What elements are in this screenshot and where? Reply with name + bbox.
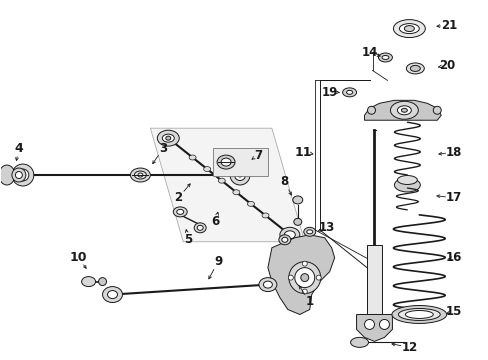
Ellipse shape [394, 178, 420, 192]
Ellipse shape [189, 155, 196, 160]
Ellipse shape [173, 207, 187, 217]
Ellipse shape [278, 235, 290, 245]
Text: 2: 2 [174, 192, 182, 204]
Ellipse shape [134, 171, 146, 179]
Ellipse shape [367, 106, 375, 114]
Ellipse shape [306, 230, 312, 234]
Ellipse shape [294, 268, 314, 288]
Ellipse shape [397, 176, 416, 184]
Ellipse shape [302, 289, 306, 294]
Ellipse shape [316, 275, 321, 280]
Ellipse shape [203, 167, 210, 172]
Ellipse shape [157, 130, 179, 146]
Text: 16: 16 [445, 251, 462, 264]
Ellipse shape [279, 227, 299, 242]
Text: 17: 17 [445, 192, 461, 204]
Ellipse shape [20, 172, 25, 177]
Ellipse shape [391, 306, 446, 323]
Ellipse shape [15, 171, 22, 179]
Ellipse shape [217, 155, 235, 169]
Ellipse shape [303, 227, 315, 236]
Ellipse shape [238, 173, 242, 177]
Text: 4: 4 [15, 141, 23, 155]
Ellipse shape [81, 276, 95, 287]
Ellipse shape [381, 55, 388, 59]
Ellipse shape [406, 63, 424, 74]
Ellipse shape [234, 170, 245, 180]
Ellipse shape [300, 274, 308, 282]
Text: 5: 5 [183, 233, 192, 246]
Ellipse shape [102, 287, 122, 302]
Ellipse shape [393, 20, 425, 37]
Ellipse shape [247, 201, 254, 206]
Ellipse shape [162, 134, 174, 142]
Ellipse shape [398, 309, 439, 320]
Text: 8: 8 [280, 175, 288, 189]
Ellipse shape [12, 168, 26, 182]
Text: 15: 15 [445, 305, 462, 318]
Ellipse shape [284, 231, 295, 239]
Ellipse shape [229, 165, 249, 185]
Ellipse shape [176, 210, 183, 214]
Ellipse shape [378, 53, 392, 62]
Ellipse shape [281, 237, 287, 242]
Ellipse shape [197, 225, 203, 230]
Polygon shape [356, 315, 392, 341]
Text: 3: 3 [159, 141, 167, 155]
Ellipse shape [130, 168, 150, 182]
Ellipse shape [293, 219, 301, 225]
Ellipse shape [262, 213, 268, 218]
Ellipse shape [232, 190, 239, 195]
Ellipse shape [302, 261, 306, 266]
Ellipse shape [259, 278, 276, 292]
Ellipse shape [288, 275, 293, 280]
Polygon shape [364, 100, 440, 120]
Ellipse shape [389, 101, 417, 119]
Ellipse shape [17, 169, 29, 181]
Text: 21: 21 [440, 19, 456, 32]
Ellipse shape [346, 90, 352, 94]
Polygon shape [150, 128, 304, 242]
Text: 14: 14 [361, 46, 377, 59]
Ellipse shape [342, 88, 356, 97]
Ellipse shape [288, 262, 320, 293]
Ellipse shape [138, 173, 142, 177]
Text: 13: 13 [318, 221, 334, 234]
Ellipse shape [432, 106, 440, 114]
Ellipse shape [99, 278, 106, 285]
Ellipse shape [12, 164, 34, 186]
Text: 20: 20 [438, 59, 454, 72]
Ellipse shape [218, 178, 225, 183]
Text: 19: 19 [321, 86, 337, 99]
Text: 1: 1 [305, 295, 313, 308]
Ellipse shape [409, 66, 420, 71]
Bar [213, 148, 267, 176]
Ellipse shape [399, 24, 419, 33]
Text: 9: 9 [214, 255, 222, 268]
Ellipse shape [165, 136, 170, 140]
Ellipse shape [194, 223, 206, 233]
Ellipse shape [221, 158, 230, 166]
Text: 7: 7 [253, 149, 262, 162]
Ellipse shape [379, 319, 388, 329]
Bar [366, 245, 382, 315]
Ellipse shape [0, 165, 15, 185]
Ellipse shape [364, 319, 374, 329]
Text: 11: 11 [294, 145, 312, 159]
Ellipse shape [107, 291, 117, 298]
Ellipse shape [263, 281, 272, 288]
Text: 10: 10 [70, 251, 87, 264]
Text: 18: 18 [445, 145, 462, 159]
Ellipse shape [292, 196, 302, 204]
Polygon shape [267, 235, 334, 315]
Ellipse shape [350, 337, 368, 347]
Ellipse shape [405, 310, 432, 319]
Text: 12: 12 [401, 341, 417, 354]
Text: 6: 6 [210, 215, 219, 228]
Ellipse shape [401, 108, 407, 112]
Ellipse shape [404, 26, 413, 32]
Ellipse shape [397, 106, 410, 115]
